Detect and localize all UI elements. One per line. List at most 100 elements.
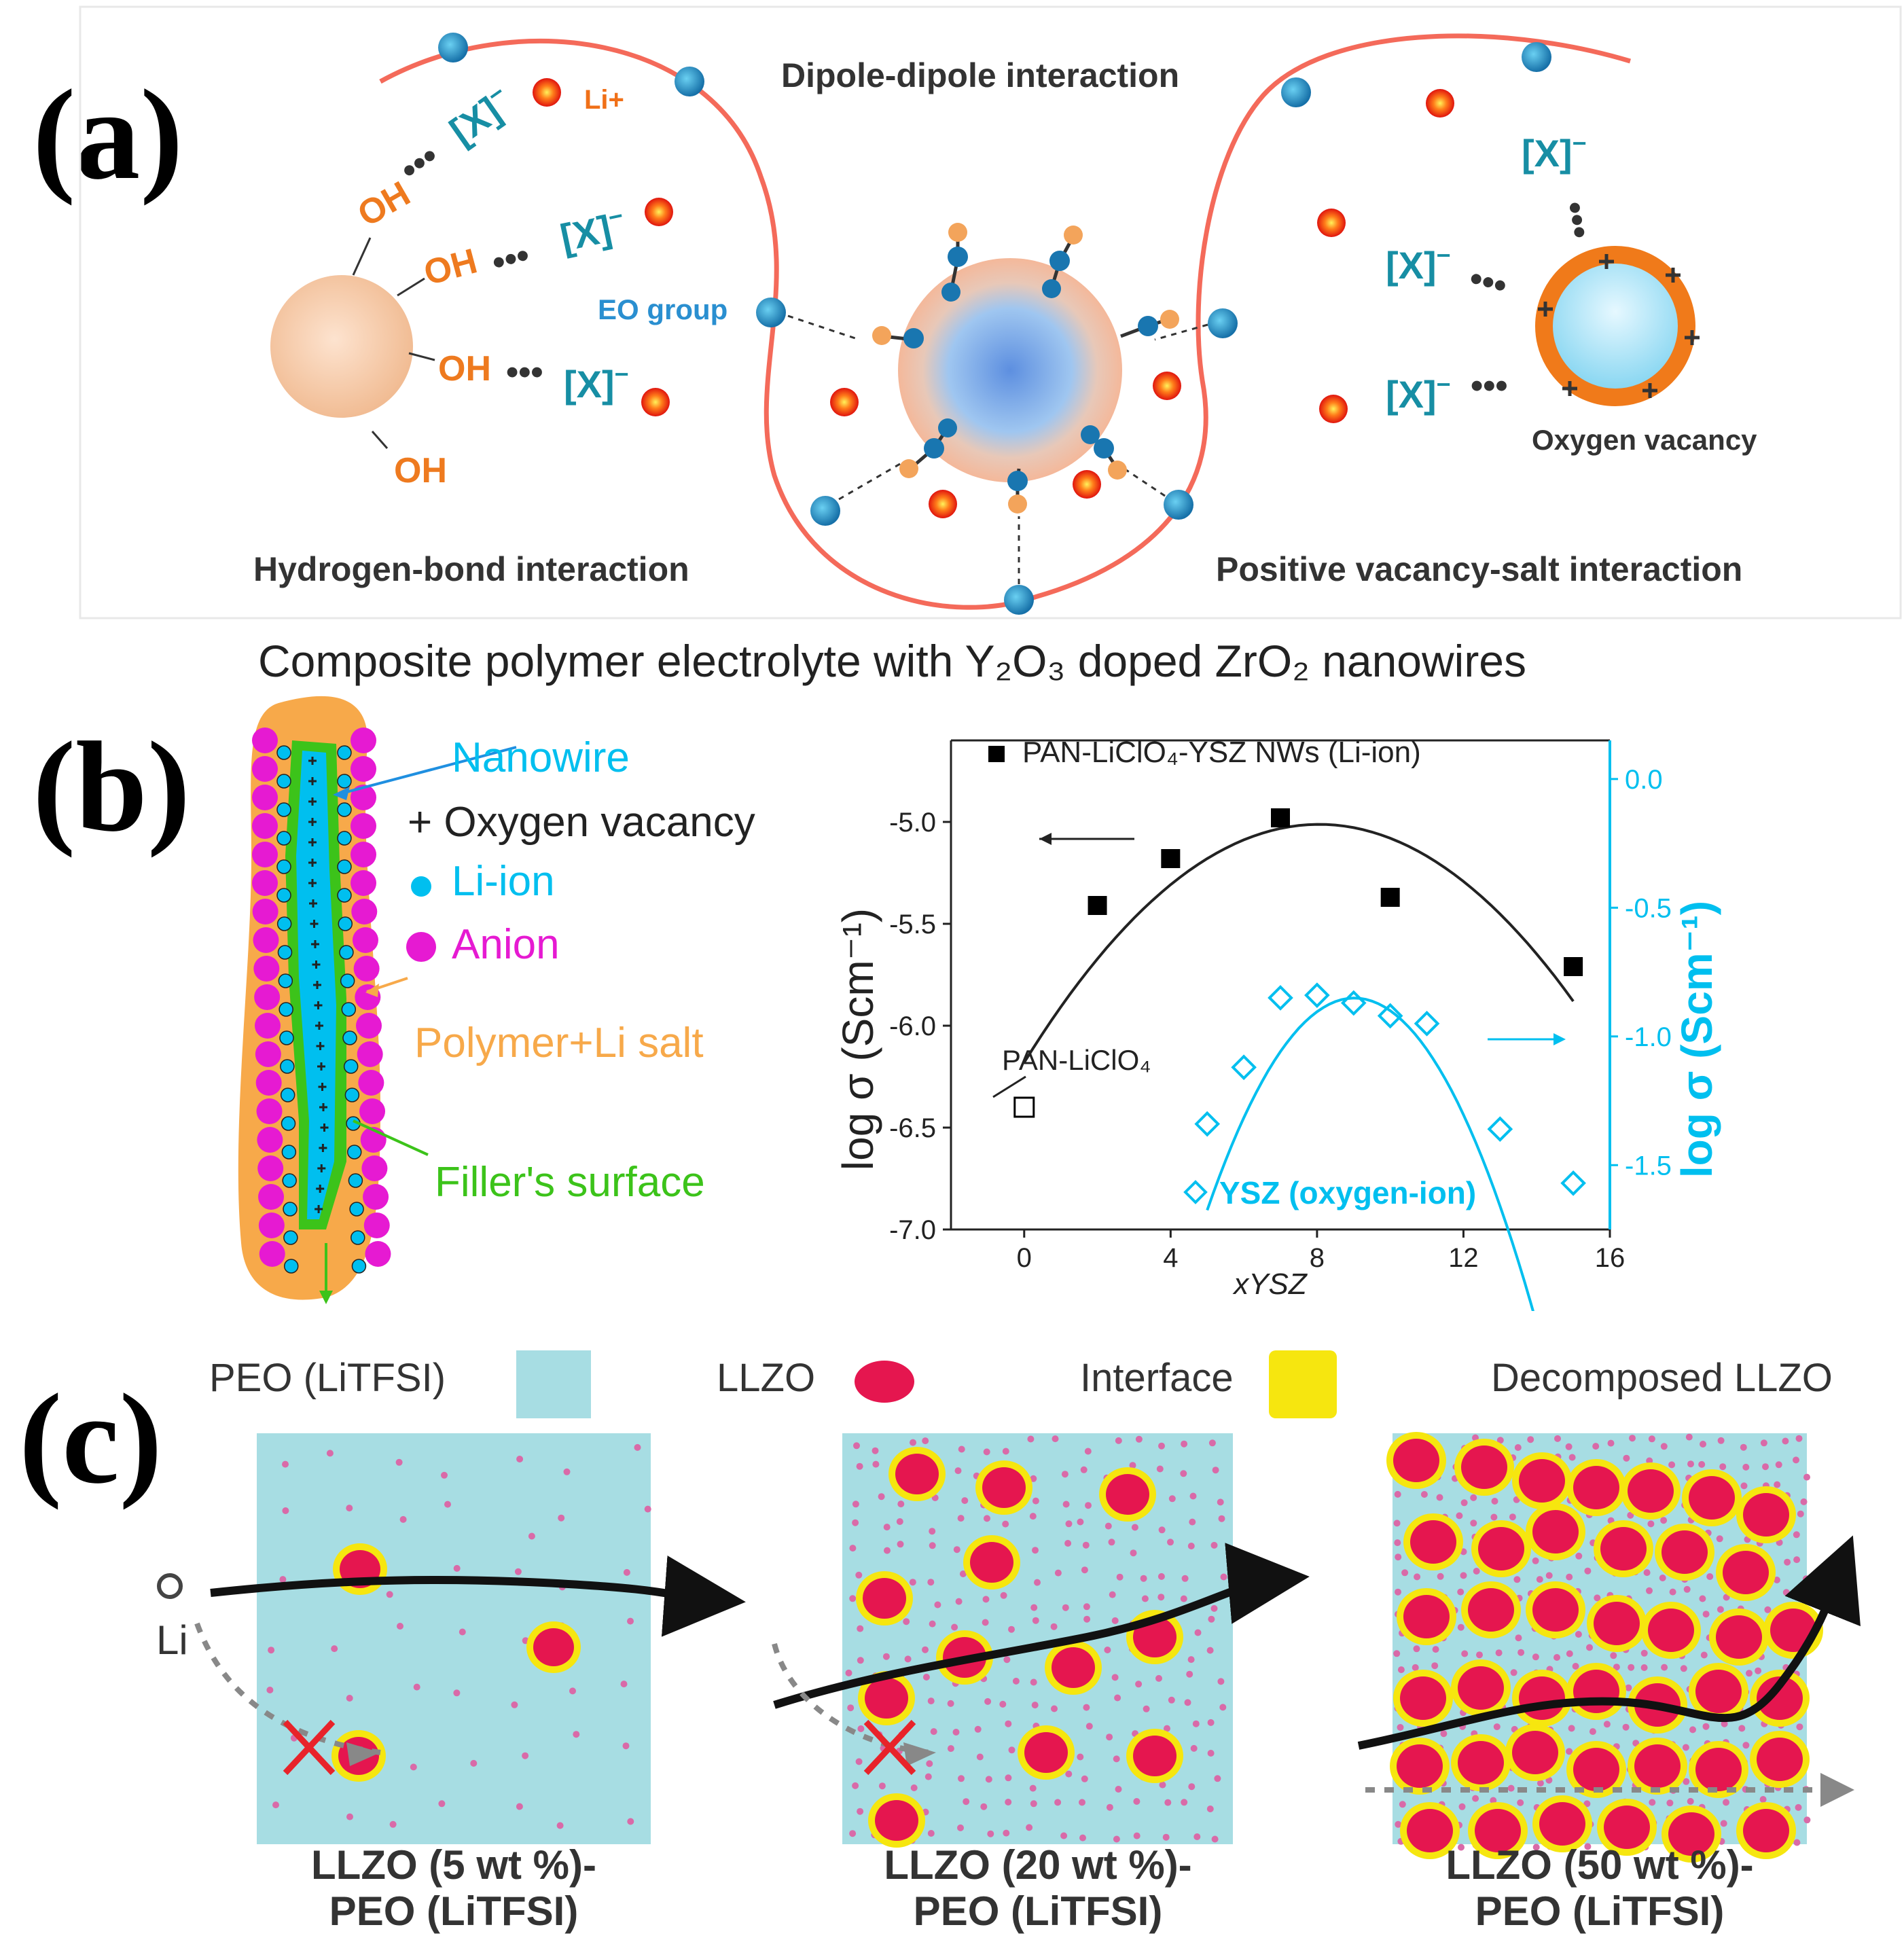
li-salt-dot	[855, 1571, 863, 1579]
li-salt-dot	[926, 1760, 933, 1767]
li-salt-dot	[1629, 1435, 1636, 1442]
vacancy-plus	[308, 757, 317, 765]
li-ion-dot	[337, 831, 352, 846]
llzo-particle	[1757, 1738, 1803, 1781]
chart-x-label: xYSZ	[1232, 1268, 1308, 1301]
li-salt-dot	[1532, 1844, 1540, 1851]
li-salt-dot	[1432, 1646, 1439, 1653]
li-ion-dot	[278, 973, 293, 988]
li-salt-dot	[1762, 1463, 1769, 1471]
li-salt-dot	[516, 1803, 523, 1810]
li-salt-dot	[1440, 1730, 1448, 1738]
li-salt-dot	[1111, 1617, 1119, 1624]
vacancy-plus	[311, 940, 319, 948]
li-salt-dot	[1460, 1499, 1468, 1507]
llzo-particle	[875, 1800, 918, 1841]
li-ion-dot	[276, 831, 291, 846]
li-salt-dot	[934, 1601, 941, 1609]
li-salt-dot	[1568, 1725, 1575, 1732]
li-salt-dot	[1106, 1734, 1113, 1741]
li-salt-dot	[1717, 1437, 1725, 1444]
legend-ysz-text: YSZ (oxygen-ion)	[1219, 1175, 1476, 1210]
li-salt-dot	[1115, 1786, 1122, 1793]
li-salt-dot	[1192, 1720, 1200, 1727]
li-salt-dot	[1723, 1799, 1729, 1806]
li-salt-dot	[1661, 1664, 1668, 1671]
li-salt-dot	[1131, 1524, 1138, 1531]
llzo-particle	[1668, 1812, 1714, 1856]
li-salt-dot	[1081, 1775, 1088, 1782]
li-salt-dot	[1181, 1575, 1189, 1582]
llzo-particle	[1594, 1602, 1640, 1645]
li-salt-dot	[514, 1568, 522, 1575]
li-ion-dot	[351, 1230, 365, 1245]
legend-li-ion-marker	[411, 876, 431, 897]
li-salt-dot	[882, 1653, 890, 1660]
llzo-pathways-diagram: Li	[156, 1432, 1861, 1863]
y-left-tick-label: -6.5	[889, 1113, 936, 1143]
caption-20wt-line1: LLZO (20 wt %)-	[884, 1842, 1192, 1888]
li-salt-dot	[279, 1576, 287, 1583]
li-salt-dot	[884, 1547, 891, 1554]
li-salt-dot	[1773, 1577, 1780, 1583]
li-salt-dot	[929, 1620, 936, 1628]
li-salt-dot	[1156, 1465, 1164, 1473]
li-salt-dot	[849, 1595, 857, 1602]
pan-pointer	[992, 1075, 1026, 1098]
li-salt-dot	[1775, 1461, 1782, 1469]
caption-5wt: LLZO (5 wt %)- PEO (LiTFSI)	[250, 1842, 658, 1935]
li-salt-dot	[951, 1623, 958, 1631]
li-salt-dot	[1080, 1466, 1088, 1473]
li-salt-dot	[346, 1695, 353, 1702]
legend-peo: PEO (LiTFSI)	[209, 1356, 446, 1400]
point-ysz	[1560, 1170, 1586, 1196]
li-salt-dot	[1507, 1784, 1515, 1792]
li-salt-dot	[1395, 1553, 1402, 1561]
li-salt-dot	[1513, 1576, 1521, 1583]
li-salt-dot	[1217, 1678, 1225, 1685]
li-salt-dot	[634, 1443, 641, 1451]
li-salt-dot	[1064, 1540, 1072, 1547]
li-salt-dot	[1660, 1443, 1668, 1450]
li-salt-dot	[872, 1447, 879, 1454]
point-ysz	[1304, 982, 1330, 1008]
li-salt-dot	[955, 1598, 963, 1605]
li-salt-dot	[958, 1775, 965, 1782]
li-salt-dot	[857, 1725, 865, 1732]
point-ysz	[1340, 990, 1367, 1016]
point-li-ion	[1161, 849, 1181, 868]
li-salt-dot	[1700, 1651, 1708, 1659]
vacancy-plus	[308, 859, 317, 867]
li-ions	[533, 78, 1454, 518]
li-salt-dot	[1532, 1557, 1539, 1564]
llzo-particle	[1407, 1809, 1453, 1852]
li-salt-dot	[1113, 1835, 1120, 1843]
anion-dot	[353, 956, 380, 982]
li-salt-dot	[1162, 1833, 1170, 1841]
vacancy-plus	[308, 838, 317, 846]
li-salt-dot	[1188, 1783, 1196, 1791]
nanowire-schematic	[238, 696, 517, 1304]
li-salt-dot	[1085, 1502, 1092, 1509]
li-salt-dot	[1572, 1663, 1579, 1670]
li-salt-dot	[1051, 1705, 1058, 1712]
li-salt-dot	[852, 1782, 859, 1789]
li-path-5wt	[210, 1556, 746, 1637]
chart-y-left-label: log σ (Scm⁻¹)	[833, 908, 882, 1170]
li-ion-dot	[283, 1202, 298, 1217]
li-plus-label: Li+	[584, 85, 624, 115]
anion-dot	[252, 728, 278, 753]
li-salt-dot	[1782, 1589, 1790, 1596]
y-left-tick-label: -7.0	[889, 1215, 936, 1245]
li-salt-dot	[1214, 1775, 1221, 1782]
li-salt-dot	[897, 1541, 904, 1548]
li-salt-dot	[1394, 1490, 1401, 1498]
llzo-particle	[1519, 1676, 1565, 1720]
li-salt-dot	[1108, 1539, 1115, 1546]
point-ysz	[1231, 1054, 1257, 1081]
li-salt-dot	[1565, 1443, 1573, 1450]
y-right-tick-label: -0.5	[1625, 893, 1672, 923]
li-ion-dot	[339, 945, 354, 960]
li-salt-dot	[954, 1467, 962, 1475]
li-salt-dot	[1032, 1497, 1039, 1505]
